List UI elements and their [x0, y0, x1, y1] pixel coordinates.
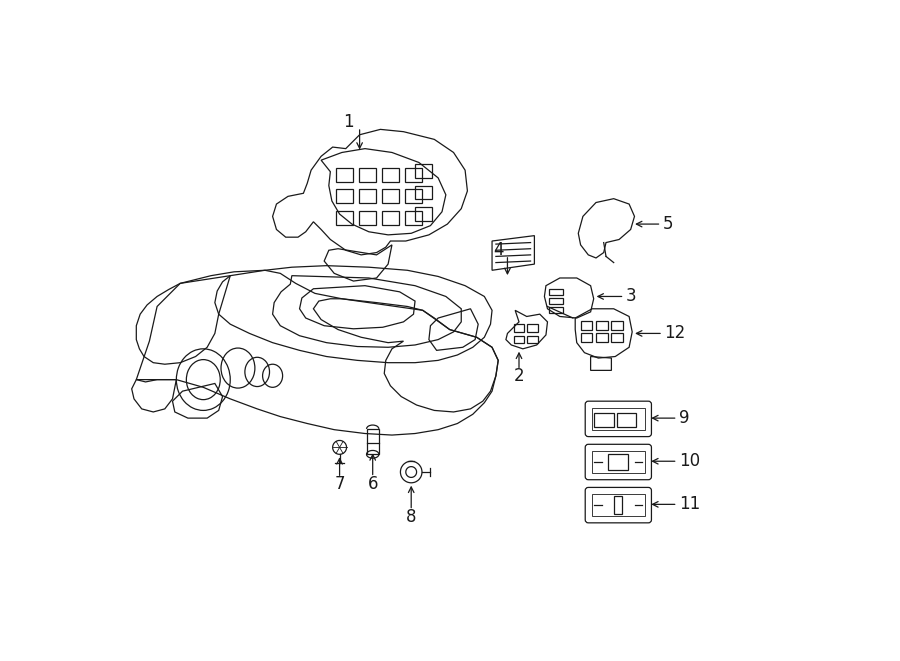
- Text: 8: 8: [406, 508, 417, 525]
- Text: 11: 11: [680, 495, 700, 514]
- Text: 4: 4: [493, 241, 504, 259]
- Text: 5: 5: [663, 215, 673, 233]
- Text: 12: 12: [664, 325, 686, 342]
- Text: 1: 1: [343, 112, 354, 131]
- Text: 6: 6: [367, 475, 378, 492]
- Text: 10: 10: [680, 452, 700, 470]
- Text: 3: 3: [626, 288, 636, 305]
- Text: 2: 2: [514, 367, 525, 385]
- Text: 9: 9: [680, 409, 689, 427]
- Text: 7: 7: [334, 475, 345, 493]
